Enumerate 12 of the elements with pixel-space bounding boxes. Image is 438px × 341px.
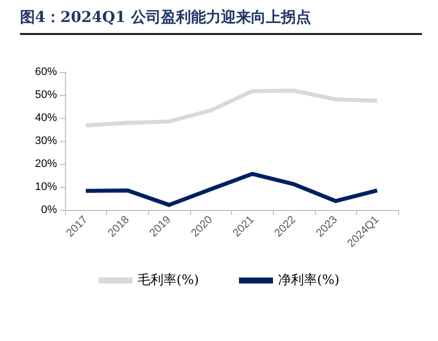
chart-title: 图4：2024Q1 公司盈利能力迎来向上拐点 [20,8,422,35]
legend-label: 毛利率(%) [138,272,200,288]
y-tick-label: 10% [34,181,58,193]
y-tick-label: 60% [34,66,58,78]
legend-label: 净利率(%) [278,272,340,288]
y-tick-label: 20% [34,158,58,170]
y-tick-label: 30% [34,135,58,147]
y-tick-label: 50% [34,89,58,101]
y-tick-label: 40% [34,112,58,124]
y-tick-label: 0% [41,204,58,216]
line-series [84,172,380,207]
line-series [84,88,380,128]
